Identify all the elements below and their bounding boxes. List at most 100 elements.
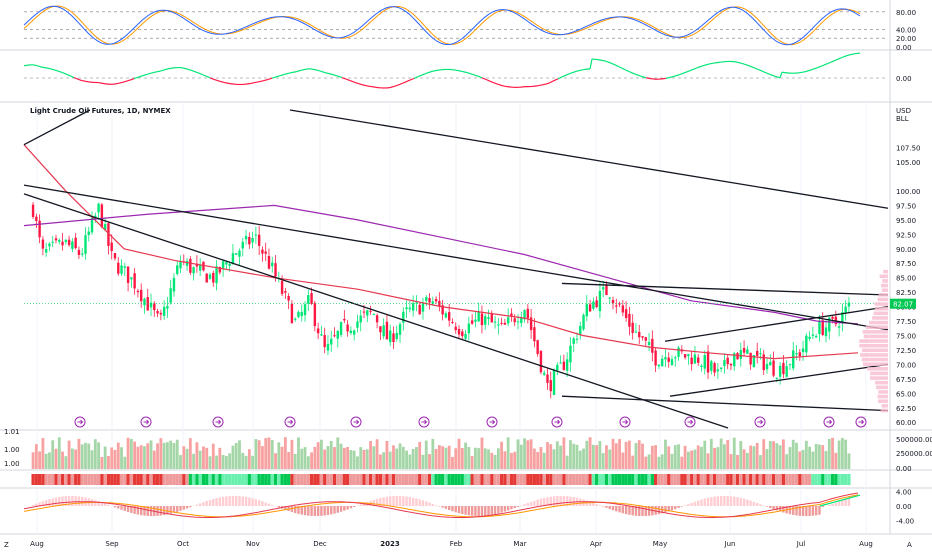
osc-line-segment [482, 78, 484, 79]
signal-strip-bar [838, 474, 841, 485]
candle-body [700, 366, 702, 367]
osc-line-segment [344, 78, 346, 79]
volume-bar [445, 448, 448, 469]
signal-strip-bar [113, 474, 116, 485]
signal-strip-bar [677, 474, 680, 485]
signal-strip-bar [566, 474, 569, 485]
signal-strip-bar [280, 474, 283, 485]
osc-line-segment [144, 75, 146, 76]
osc-line-segment [628, 71, 630, 72]
macd-histogram-bar [327, 506, 329, 515]
candle-body [599, 291, 601, 311]
macd-histogram-bar [848, 498, 850, 506]
macd-histogram-bar [35, 504, 37, 506]
macd-histogram-bar [733, 497, 735, 506]
volume-bar [703, 441, 706, 469]
volume-profile-bar [872, 316, 888, 320]
candle-body [605, 286, 607, 295]
osc-line-segment [608, 62, 610, 63]
volume-profile-bar [870, 372, 888, 376]
volume-bar [120, 447, 123, 469]
signal-strip-bar [530, 474, 533, 485]
macd-histogram-bar [579, 499, 581, 506]
macd-histogram-bar [844, 499, 846, 506]
osc-line-segment [222, 82, 224, 83]
signal-strip-bar [231, 474, 234, 485]
signal-strip-bar [631, 474, 634, 485]
volume-bar [779, 445, 782, 469]
price-tick-label: 77.50 [896, 318, 916, 326]
signal-strip-bar [284, 474, 287, 485]
candle-body [297, 312, 299, 317]
volume-bar [500, 442, 503, 469]
macd-histogram-bar [32, 505, 34, 506]
signal-strip-bar [782, 474, 785, 485]
left-readout-label: 1.00 [4, 446, 20, 454]
osc-line-segment [278, 76, 280, 77]
osc-line-segment [472, 74, 474, 75]
volume-bar [104, 447, 107, 469]
volume-bar [340, 444, 343, 469]
macd-histogram-bar [415, 498, 417, 506]
candle-body [831, 317, 833, 319]
osc-line-segment [670, 77, 672, 78]
candle-body [91, 218, 93, 233]
signal-strip-bar [641, 474, 644, 485]
candle-body [78, 250, 80, 255]
osc-line-segment [404, 82, 406, 83]
candle-body [366, 310, 368, 315]
candle-body [736, 353, 738, 359]
volume-bar [818, 445, 821, 469]
osc-line-segment [680, 74, 682, 75]
osc-line-segment [66, 74, 68, 75]
candle-body [569, 346, 571, 363]
osc-line-segment [676, 75, 678, 76]
volume-profile-bar [860, 353, 888, 357]
candle-body [268, 256, 270, 269]
candle-body [212, 273, 214, 283]
volume-bar [589, 437, 592, 469]
signal-strip-bar [497, 474, 500, 485]
candle-body [38, 221, 40, 238]
candle-body [573, 338, 575, 343]
signal-strip-bar [464, 474, 467, 485]
signal-strip-bar [126, 474, 129, 485]
osc-line-segment [618, 66, 620, 67]
osc-line-segment [190, 70, 192, 71]
price-tick-label: 72.50 [896, 347, 916, 355]
osc-line-segment [270, 78, 272, 79]
timezone-icon[interactable]: Z [4, 540, 9, 550]
macd-histogram-bar [671, 506, 673, 510]
volume-bar [408, 455, 411, 469]
candle-body [32, 205, 34, 217]
volume-bar [592, 445, 595, 469]
volume-bar [277, 442, 280, 469]
macd-histogram-bar [412, 498, 414, 506]
volume-bar [428, 454, 431, 469]
osc-line-segment [52, 69, 54, 70]
candle-body [533, 327, 535, 341]
signal-strip-bar [323, 474, 326, 485]
x-tick-label: Jul [796, 540, 806, 548]
signal-strip-bar [349, 474, 352, 485]
auto-scale-icon[interactable]: A [907, 540, 912, 550]
volume-bar [631, 456, 634, 469]
volume-bar [448, 446, 451, 469]
signal-strip-bar [710, 474, 713, 485]
candle-body [52, 242, 54, 243]
signal-strip-bar [503, 474, 506, 485]
signal-strip-bar [261, 474, 264, 485]
candle-body [615, 305, 617, 306]
candle-body [101, 204, 103, 227]
price-tick-label: 60.00 [896, 419, 916, 427]
signal-strip-bar [795, 474, 798, 485]
signal-strip-bar [444, 474, 447, 485]
candle-body [65, 240, 67, 242]
candle-body [661, 359, 663, 367]
signal-strip-bar [366, 474, 369, 485]
volume-bar [599, 441, 602, 469]
volume-bar [192, 454, 195, 469]
candle-body [261, 250, 263, 254]
